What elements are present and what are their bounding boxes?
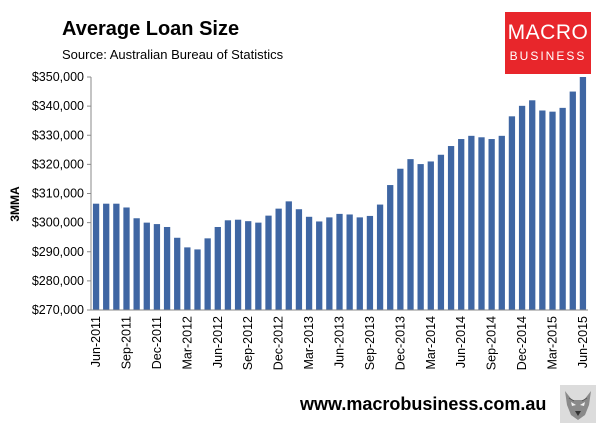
bar xyxy=(204,238,211,310)
bar xyxy=(194,249,201,310)
bar xyxy=(275,208,282,310)
chart-source: Source: Australian Bureau of Statistics xyxy=(62,47,284,62)
bar xyxy=(285,201,292,310)
bar xyxy=(437,154,445,310)
y-axis-label: 3MMA xyxy=(8,186,22,222)
bar xyxy=(123,207,130,310)
x-tick-label: Jun-2014 xyxy=(454,316,468,368)
bar xyxy=(387,185,394,310)
bar xyxy=(336,213,343,310)
macrobusiness-logo: MACRO BUSINESS xyxy=(505,12,591,74)
x-tick-label: Dec-2011 xyxy=(150,316,164,369)
y-tick-label: $340,000 xyxy=(32,99,84,113)
y-tick-label: $330,000 xyxy=(32,128,84,142)
y-axis: $270,000 $280,000 $290,000 $300,000 $310,000… xyxy=(32,70,92,317)
bar xyxy=(397,168,404,310)
bar xyxy=(569,91,576,310)
bar xyxy=(407,159,414,310)
bar xyxy=(224,220,232,310)
bar xyxy=(447,146,455,310)
bar xyxy=(376,204,384,310)
bar xyxy=(468,135,475,310)
bar-series xyxy=(92,77,587,311)
bar xyxy=(103,203,110,310)
bar xyxy=(549,111,556,310)
bar xyxy=(295,209,303,310)
bar xyxy=(478,137,485,310)
bar xyxy=(255,222,262,311)
bar xyxy=(518,105,526,310)
bar xyxy=(163,226,171,310)
y-tick-label: $350,000 xyxy=(32,70,84,84)
bar xyxy=(366,215,374,310)
x-tick-label: Jun-2013 xyxy=(333,316,347,368)
chart-title: Average Loan Size xyxy=(62,18,240,40)
x-tick-label: Dec-2013 xyxy=(393,316,407,370)
bar xyxy=(508,116,516,310)
bar xyxy=(265,215,272,310)
bar xyxy=(133,218,140,310)
y-tick-label: $320,000 xyxy=(32,157,84,171)
bar xyxy=(113,203,120,310)
y-tick-label: $310,000 xyxy=(32,187,84,201)
bar xyxy=(326,217,333,310)
bar xyxy=(153,224,161,310)
bar xyxy=(184,247,191,310)
y-tick-label: $300,000 xyxy=(32,216,84,230)
x-tick-label: Sep-2014 xyxy=(485,316,499,370)
x-tick-label: Sep-2011 xyxy=(120,316,134,369)
bar xyxy=(143,222,150,311)
logo-line2: BUSINESS xyxy=(509,49,587,63)
wolf-icon xyxy=(560,385,596,423)
x-tick-label: Jun-2011 xyxy=(89,316,103,367)
bar xyxy=(529,100,536,310)
bar xyxy=(234,219,242,310)
bar xyxy=(356,217,363,310)
x-tick-label: Dec-2012 xyxy=(272,316,286,370)
bar xyxy=(539,110,546,311)
y-tick-label: $290,000 xyxy=(32,245,84,259)
bar-chart: $270,000 $280,000 $290,000 $300,000 $310,000… xyxy=(8,70,590,370)
x-tick-label: Jun-2015 xyxy=(576,316,590,368)
x-tick-label: Jun-2012 xyxy=(211,316,225,368)
bar xyxy=(174,237,181,310)
bar xyxy=(417,164,424,310)
bar xyxy=(427,161,434,310)
bar xyxy=(458,139,465,310)
y-tick-label: $270,000 xyxy=(32,303,84,317)
bar xyxy=(579,77,587,310)
bar xyxy=(305,216,313,310)
logo-line1: MACRO xyxy=(507,21,589,44)
x-tick-label: Sep-2012 xyxy=(241,316,255,370)
bar xyxy=(214,226,221,310)
x-tick-label: Mar-2015 xyxy=(546,316,560,370)
x-tick-label: Sep-2013 xyxy=(363,316,377,370)
x-tick-label: Dec-2014 xyxy=(515,316,529,370)
y-tick-label: $280,000 xyxy=(32,274,84,288)
x-tick-label: Mar-2013 xyxy=(302,316,316,370)
bar xyxy=(346,214,353,310)
x-tick-label: Mar-2012 xyxy=(180,316,194,370)
bar xyxy=(498,135,505,310)
x-axis: Jun-2011 Sep-2011 Dec-2011 Mar-2012 Jun-2012… xyxy=(89,309,590,370)
bar xyxy=(245,221,252,310)
x-tick-label: Mar-2014 xyxy=(424,316,438,370)
bar xyxy=(92,203,100,310)
bar xyxy=(316,221,323,310)
footer-url: www.macrobusiness.com.au xyxy=(300,394,547,414)
bar xyxy=(488,139,495,310)
bar xyxy=(559,107,566,311)
